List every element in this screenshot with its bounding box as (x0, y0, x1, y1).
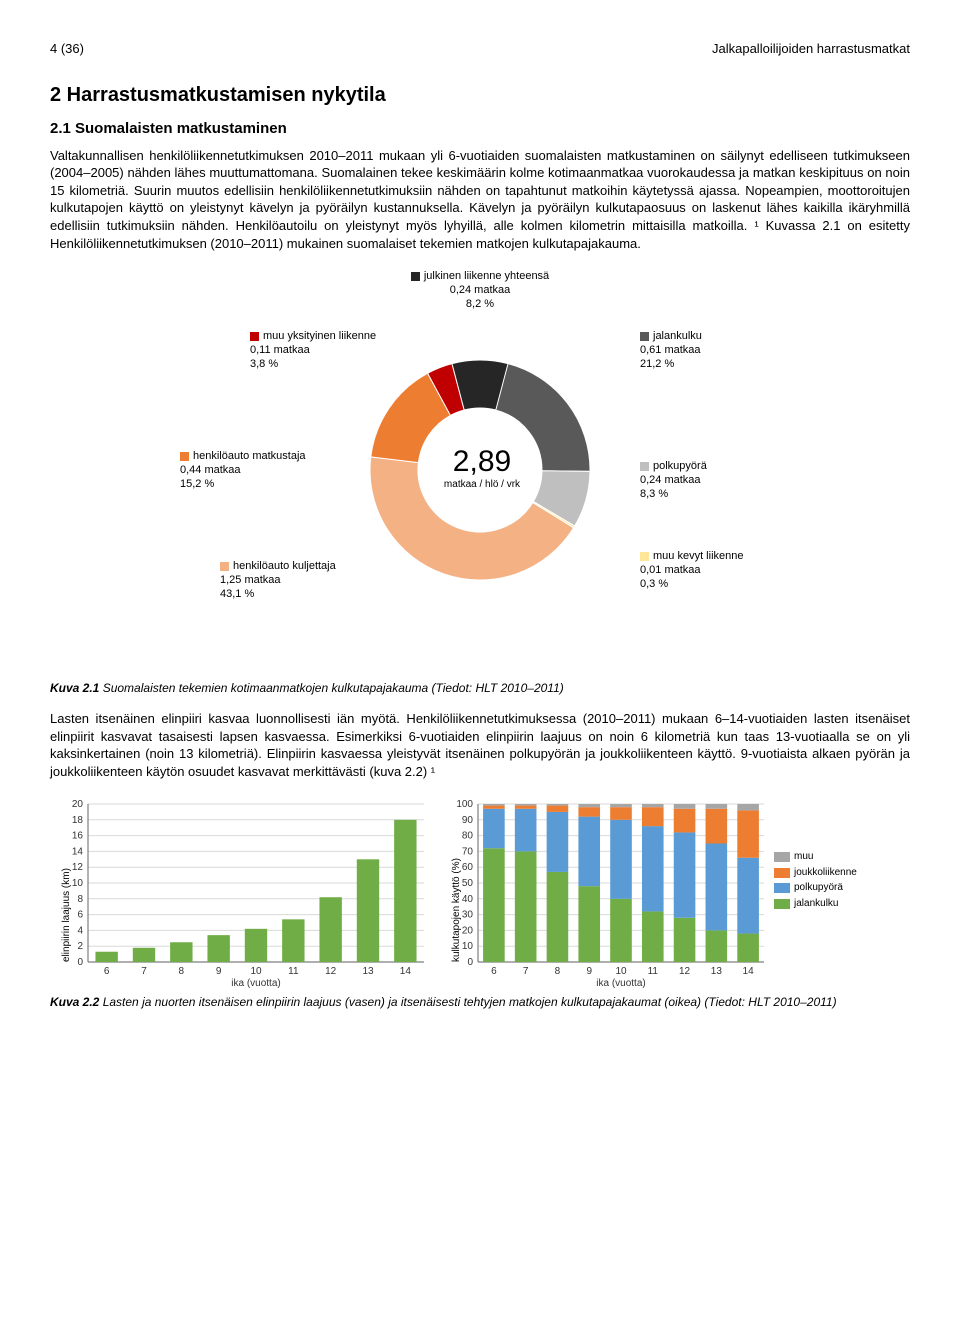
svg-text:8: 8 (555, 966, 561, 977)
donut-center-sub: matkaa / hlö / vrk (430, 478, 534, 492)
svg-text:0: 0 (467, 957, 473, 968)
svg-text:ika (vuotta): ika (vuotta) (231, 978, 280, 988)
stacked-legend: muujoukkoliikennepolkupyöräjalankulku (774, 848, 857, 912)
donut-chart: 2,89 matkaa / hlö / vrk jalankulku0,61 m… (160, 270, 800, 670)
svg-text:16: 16 (72, 831, 84, 842)
donut-label-muu_yks: muu yksityinen liikenne0,11 matkaa3,8 % (250, 330, 376, 371)
svg-text:90: 90 (462, 815, 474, 826)
svg-text:11: 11 (648, 966, 659, 977)
svg-text:14: 14 (743, 966, 755, 977)
svg-text:10: 10 (615, 966, 627, 977)
figure-caption-1: Kuva 2.1 Kuva 2.1 Suomalaisten tekemien … (50, 680, 910, 696)
svg-text:13: 13 (362, 966, 374, 977)
donut-center-value: 2,89 (437, 442, 527, 483)
svg-text:8: 8 (77, 894, 83, 905)
svg-text:9: 9 (586, 966, 592, 977)
svg-text:12: 12 (72, 863, 84, 874)
bar-chart-right: 0 10 20 30 40 50 60 70 80 90 100 6 7 8 9 10 11 12 13 14 ika … (440, 798, 860, 988)
svg-text:60: 60 (462, 863, 474, 874)
donut-label-ha_kulj: henkilöauto kuljettaja1,25 matkaa43,1 % (220, 560, 336, 601)
svg-text:80: 80 (462, 831, 474, 842)
svg-text:10: 10 (72, 878, 84, 889)
heading-2: 2 Harrastusmatkustamisen nykytila (50, 82, 910, 109)
donut-label-jalankulku: jalankulku0,61 matkaa21,2 % (640, 330, 702, 371)
svg-text:10: 10 (250, 966, 262, 977)
donut-label-muu_kevyt: muu kevyt liikenne0,01 matkaa0,3 % (640, 550, 744, 591)
svg-text:4: 4 (77, 926, 83, 937)
svg-text:14: 14 (400, 966, 412, 977)
svg-text:2: 2 (77, 942, 83, 953)
svg-text:20: 20 (462, 926, 474, 937)
svg-text:10: 10 (462, 942, 474, 953)
svg-text:0: 0 (77, 957, 83, 968)
svg-text:50: 50 (462, 878, 474, 889)
page-header: 4 (36) Jalkapalloilijoiden harrastusmatk… (50, 40, 910, 58)
svg-text:100: 100 (456, 799, 473, 810)
svg-text:6: 6 (104, 966, 110, 977)
svg-text:70: 70 (462, 847, 474, 858)
donut-label-julkinen: julkinen liikenne yhteensä0,24 matkaa8,2… (410, 270, 550, 311)
svg-text:7: 7 (141, 966, 147, 977)
page-number: 4 (36) (50, 40, 84, 58)
svg-text:30: 30 (462, 910, 474, 921)
svg-text:9: 9 (216, 966, 222, 977)
donut-label-ha_matk: henkilöauto matkustaja0,44 matkaa15,2 % (180, 450, 306, 491)
svg-text:8: 8 (179, 966, 185, 977)
svg-text:20: 20 (72, 799, 84, 810)
paragraph-2: Lasten itsenäinen elinpiiri kasvaa luonn… (50, 710, 910, 780)
svg-text:12: 12 (679, 966, 691, 977)
y-axis-label-right: kulkutapojen käyttö (%) (450, 859, 464, 963)
figure-caption-2: Kuva 2.2 Lasten ja nuorten itsenäisen el… (50, 994, 910, 1010)
svg-text:13: 13 (711, 966, 723, 977)
bar-chart-left: 0 2 4 6 8 10 12 14 16 18 20 6 7 8 9 10 11 12 13 14 ika (vuot… (50, 798, 430, 988)
svg-text:12: 12 (325, 966, 337, 977)
svg-text:7: 7 (523, 966, 529, 977)
y-axis-label-left: elinpiirin laajuus (km) (60, 869, 74, 963)
svg-text:6: 6 (491, 966, 497, 977)
doc-title: Jalkapalloilijoiden harrastusmatkat (712, 40, 910, 58)
svg-text:6: 6 (77, 910, 83, 921)
paragraph-1: Valtakunnallisen henkilöliikennetutkimuk… (50, 147, 910, 252)
bar-charts-row: 0 2 4 6 8 10 12 14 16 18 20 6 7 8 9 10 11 12 13 14 ika (vuot… (50, 798, 910, 988)
donut-label-polkupyora: polkupyörä0,24 matkaa8,3 % (640, 460, 707, 501)
svg-text:40: 40 (462, 894, 474, 905)
svg-text:14: 14 (72, 847, 84, 858)
svg-text:18: 18 (72, 815, 84, 826)
svg-text:ika (vuotta): ika (vuotta) (596, 978, 645, 988)
svg-text:11: 11 (288, 966, 299, 977)
heading-3: 2.1 Suomalaisten matkustaminen (50, 119, 910, 139)
